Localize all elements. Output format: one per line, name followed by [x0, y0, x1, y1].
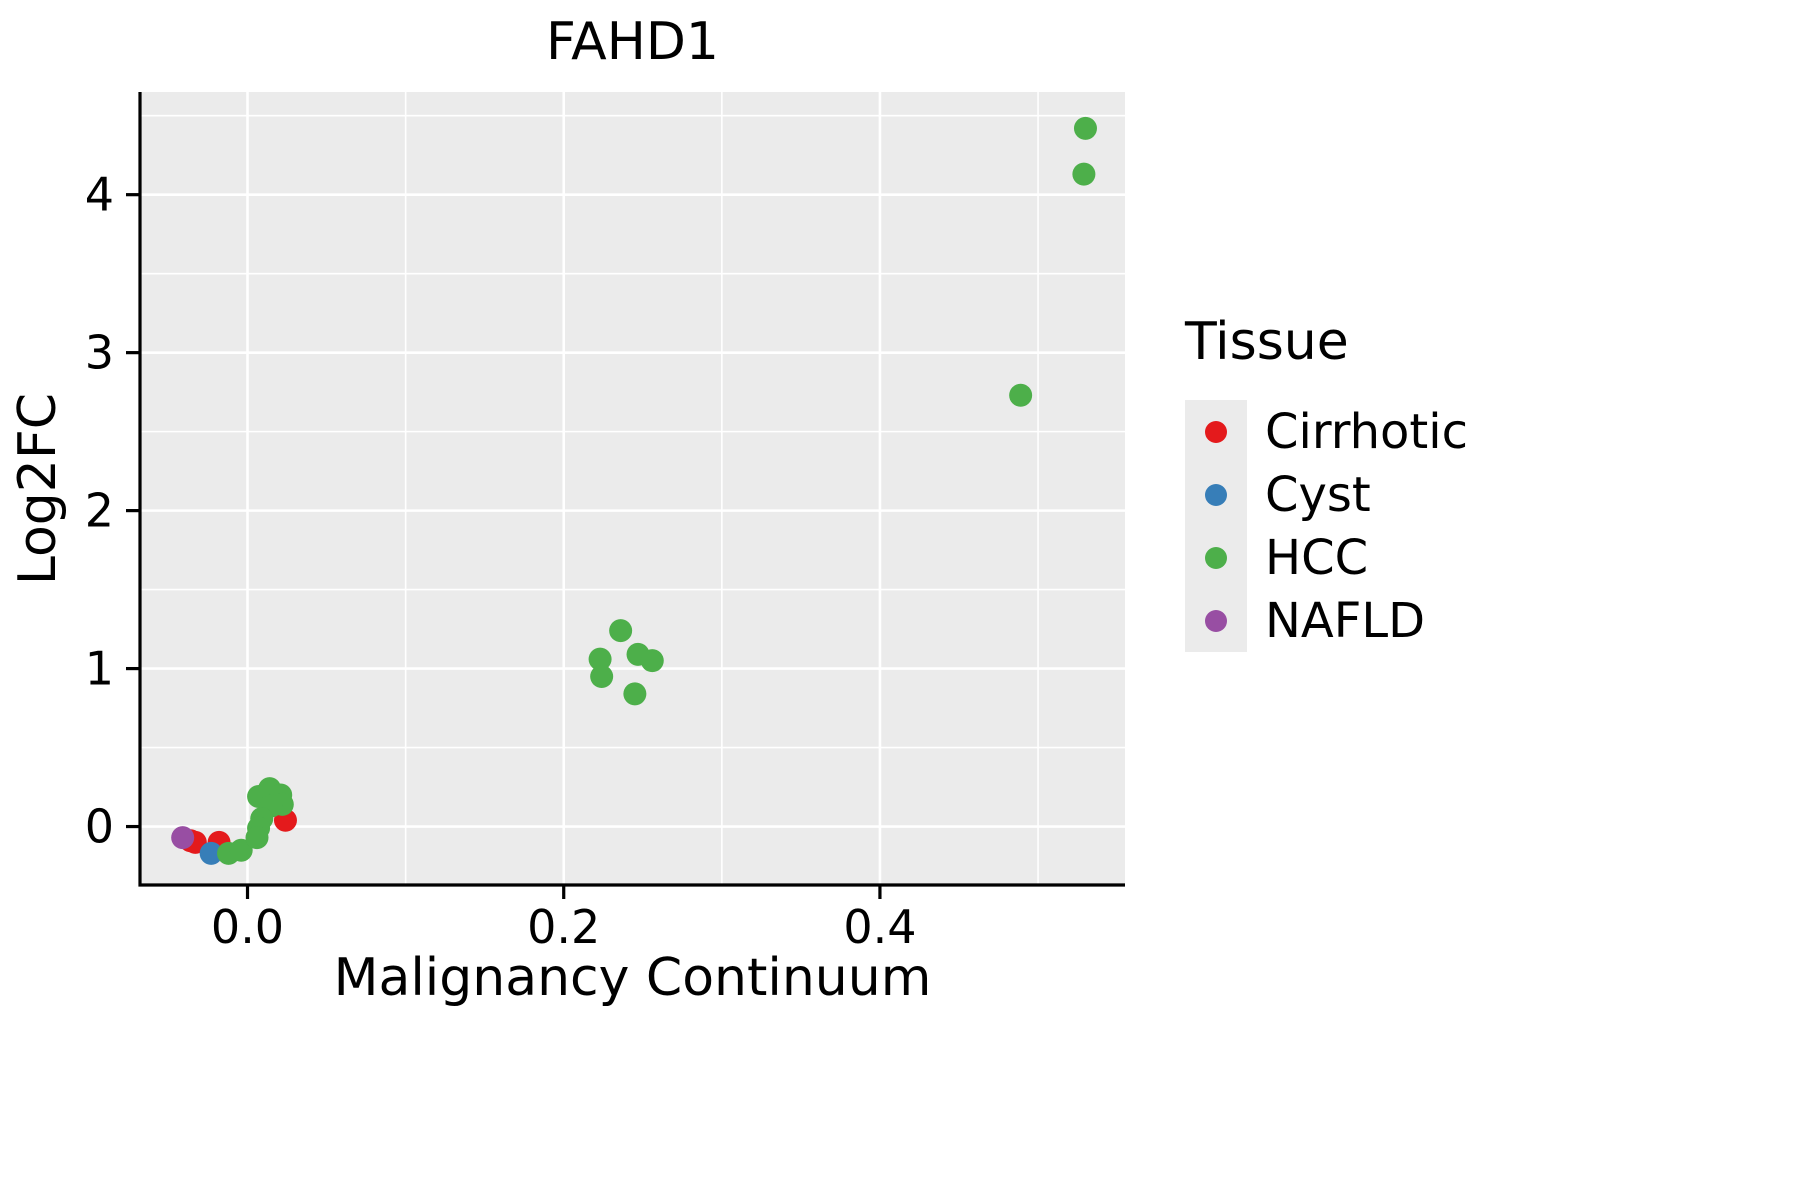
legend-key — [1185, 463, 1247, 526]
data-point-cyst — [199, 841, 223, 865]
y-tick-label: 0 — [85, 800, 114, 854]
x-tick-label: 0.2 — [527, 900, 600, 954]
data-point-hcc — [1073, 116, 1097, 140]
y-tick-label: 4 — [85, 168, 114, 222]
x-axis-label: Malignancy Continuum — [333, 948, 932, 1008]
legend-item-cirrhotic: Cirrhotic — [1185, 400, 1468, 463]
legend-label: Cyst — [1265, 466, 1371, 523]
legend: Tissue Cirrhotic Cyst HCC NAFLD — [1185, 312, 1468, 652]
legend-dot-icon — [1205, 420, 1227, 443]
legend-dot-icon — [1205, 609, 1227, 632]
data-point-hcc — [590, 664, 614, 688]
data-point-nafld — [171, 826, 195, 850]
data-point-hcc — [229, 838, 253, 862]
legend-key — [1185, 526, 1247, 589]
y-tick-label: 3 — [85, 326, 114, 380]
x-tick-label: 0.0 — [211, 900, 284, 954]
legend-label: HCC — [1265, 529, 1369, 586]
legend-items: Cirrhotic Cyst HCC NAFLD — [1185, 400, 1468, 652]
y-tick-label: 1 — [85, 642, 114, 696]
axis-lines — [138, 92, 1125, 887]
data-point-hcc — [245, 826, 269, 850]
legend-key — [1185, 589, 1247, 652]
data-point-hcc — [623, 682, 647, 706]
data-point-hcc — [609, 619, 633, 643]
legend-title: Tissue — [1185, 312, 1349, 372]
y-tick-label: 2 — [85, 484, 114, 538]
legend-label: Cirrhotic — [1265, 403, 1468, 460]
legend-item-cyst: Cyst — [1185, 463, 1468, 526]
legend-item-hcc: HCC — [1185, 526, 1468, 589]
plot-panel — [140, 92, 1125, 885]
x-tick-label: 0.4 — [843, 900, 916, 954]
data-point-hcc — [640, 649, 664, 673]
data-point-hcc — [588, 647, 612, 671]
legend-dot-icon — [1205, 483, 1227, 506]
data-point-hcc — [1072, 162, 1096, 186]
legend-dot-icon — [1205, 546, 1227, 569]
data-point-hcc — [1009, 383, 1033, 407]
legend-item-nafld: NAFLD — [1185, 589, 1468, 652]
chart-title: FAHD1 — [546, 12, 719, 72]
legend-key — [1185, 400, 1247, 463]
legend-label: NAFLD — [1265, 592, 1426, 649]
